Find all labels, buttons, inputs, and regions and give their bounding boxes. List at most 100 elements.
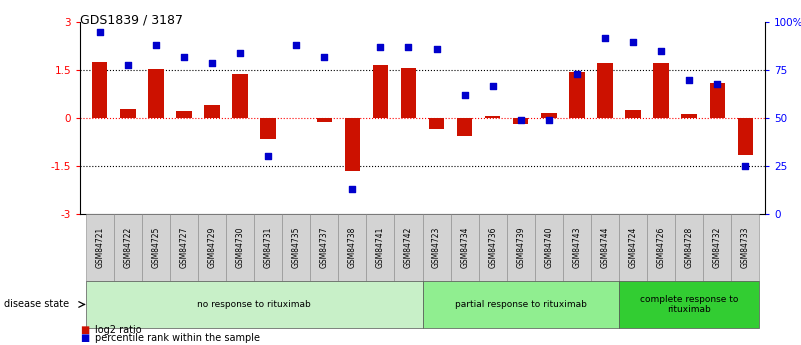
Bar [647, 214, 675, 281]
Text: GSM84741: GSM84741 [376, 227, 385, 268]
Bar [344, 118, 360, 171]
Bar [535, 214, 563, 281]
Bar [394, 214, 423, 281]
Bar [142, 214, 170, 281]
Point [626, 39, 639, 44]
Bar [654, 63, 669, 118]
Text: GSM84739: GSM84739 [517, 227, 525, 268]
Point [150, 43, 163, 48]
Point [682, 77, 695, 82]
Point [290, 43, 303, 48]
Bar [675, 214, 703, 281]
Text: GSM84740: GSM84740 [545, 227, 553, 268]
Bar [423, 214, 451, 281]
Bar [170, 214, 198, 281]
Text: GSM84729: GSM84729 [207, 227, 216, 268]
Point [570, 71, 583, 77]
Point [374, 45, 387, 50]
Point [739, 163, 751, 169]
Text: GSM84735: GSM84735 [292, 227, 300, 268]
Text: GSM84723: GSM84723 [432, 227, 441, 268]
Point [262, 154, 275, 159]
Text: disease state: disease state [4, 299, 69, 309]
Text: GSM84738: GSM84738 [348, 227, 357, 268]
Bar [682, 114, 697, 118]
Bar [738, 118, 753, 155]
Text: GSM84743: GSM84743 [573, 227, 582, 268]
Point [346, 186, 359, 192]
Point [710, 81, 723, 87]
Bar [731, 214, 759, 281]
Text: GSM84730: GSM84730 [235, 227, 244, 268]
Point [402, 45, 415, 50]
Text: no response to rituximab: no response to rituximab [197, 300, 311, 309]
Text: GSM84724: GSM84724 [629, 227, 638, 268]
Bar [541, 114, 557, 118]
Text: log2 ratio: log2 ratio [95, 325, 141, 335]
Bar [457, 118, 473, 136]
Bar [204, 105, 219, 118]
Point [94, 29, 107, 35]
Text: partial response to rituximab: partial response to rituximab [455, 300, 586, 309]
Text: GSM84734: GSM84734 [460, 227, 469, 268]
Text: ■: ■ [80, 325, 90, 335]
Text: ■: ■ [80, 333, 90, 343]
Bar [485, 116, 501, 118]
Point [654, 48, 667, 54]
Text: GSM84721: GSM84721 [95, 227, 104, 268]
Bar [400, 68, 417, 118]
Bar [316, 118, 332, 122]
Text: GSM84731: GSM84731 [264, 227, 272, 268]
Bar [619, 214, 647, 281]
Point [486, 83, 499, 88]
Bar [120, 109, 135, 118]
Bar [366, 214, 394, 281]
Text: GSM84744: GSM84744 [601, 227, 610, 268]
Bar [429, 118, 445, 129]
Bar [226, 214, 254, 281]
Text: GSM84733: GSM84733 [741, 227, 750, 268]
Bar [451, 214, 479, 281]
Text: GSM84728: GSM84728 [685, 227, 694, 268]
Text: GDS1839 / 3187: GDS1839 / 3187 [80, 14, 183, 27]
Point [318, 54, 331, 60]
Point [178, 54, 191, 60]
Text: percentile rank within the sample: percentile rank within the sample [95, 333, 260, 343]
Bar [338, 214, 366, 281]
Text: GSM84726: GSM84726 [657, 227, 666, 268]
Bar [254, 214, 282, 281]
Point [542, 117, 555, 123]
Bar [310, 214, 338, 281]
Bar [198, 214, 226, 281]
Bar [260, 118, 276, 139]
Text: GSM84742: GSM84742 [404, 227, 413, 268]
Bar [282, 214, 310, 281]
Bar [591, 214, 619, 281]
Text: GSM84727: GSM84727 [179, 227, 188, 268]
Bar [114, 214, 142, 281]
Point [234, 50, 247, 56]
Point [514, 117, 527, 123]
Bar [619, 281, 759, 328]
Bar [710, 83, 725, 118]
Point [122, 62, 135, 67]
Bar [176, 111, 191, 118]
Bar [372, 65, 388, 118]
Text: GSM84725: GSM84725 [151, 227, 160, 268]
Bar [423, 281, 619, 328]
Bar [507, 214, 535, 281]
Bar [86, 281, 423, 328]
Text: complete response to
rituximab: complete response to rituximab [640, 295, 739, 314]
Bar [148, 69, 163, 118]
Text: GSM84737: GSM84737 [320, 227, 328, 268]
Bar [513, 118, 529, 124]
Bar [92, 62, 107, 118]
Bar [86, 214, 114, 281]
Text: GSM84732: GSM84732 [713, 227, 722, 268]
Bar [232, 74, 248, 118]
Text: GSM84722: GSM84722 [123, 227, 132, 268]
Point [430, 47, 443, 52]
Bar [598, 63, 613, 118]
Point [458, 92, 471, 98]
Bar [563, 214, 591, 281]
